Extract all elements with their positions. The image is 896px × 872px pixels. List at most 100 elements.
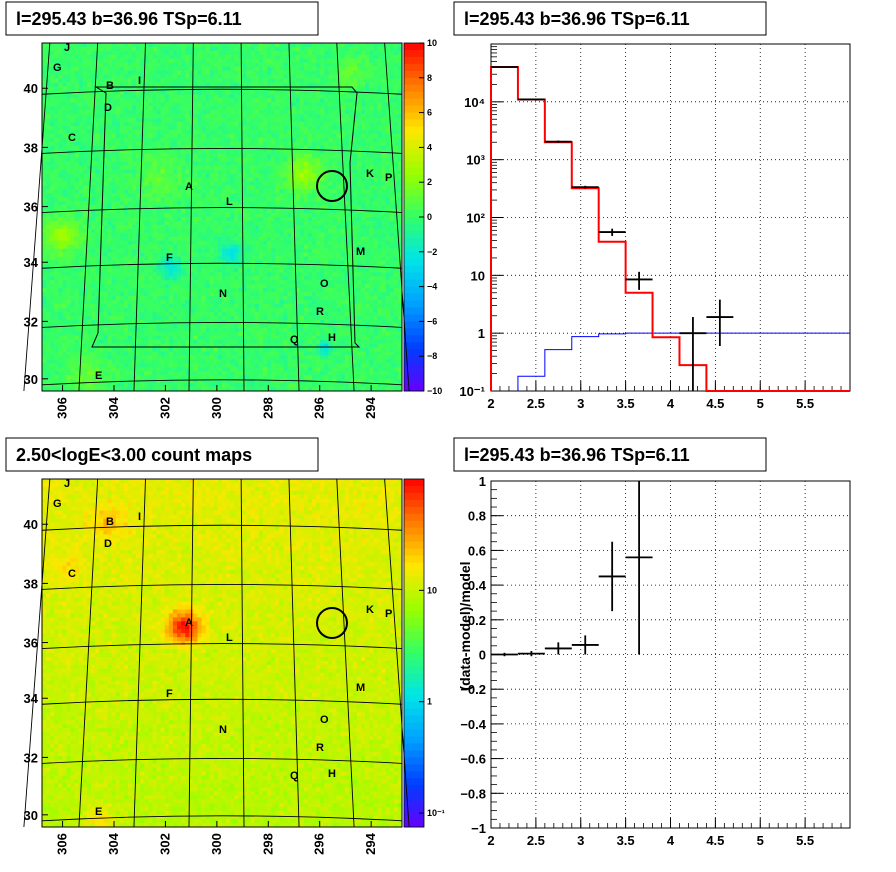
bl-lat-line bbox=[41, 815, 403, 822]
bl-source-label: K bbox=[366, 604, 374, 616]
bl-colorbar-step bbox=[404, 611, 424, 619]
tr-data-point bbox=[598, 228, 626, 236]
tr-x-tick-label: 2.5 bbox=[527, 396, 545, 411]
tl-colorbar-step bbox=[404, 356, 424, 364]
bl-source-label: Q bbox=[290, 770, 299, 782]
tl-colorbar-step bbox=[404, 251, 424, 260]
bl-source-label: E bbox=[95, 806, 102, 818]
tl-pixels bbox=[42, 43, 403, 392]
bl-source-label: P bbox=[385, 608, 392, 620]
tl-source-label: I bbox=[138, 75, 141, 87]
tl-colorbar-step bbox=[404, 210, 424, 218]
bl-colorbar-frame bbox=[403, 478, 425, 828]
tl-source-label: Q bbox=[290, 334, 299, 346]
tl-lat-line bbox=[41, 379, 403, 386]
tl-colorbar-step bbox=[404, 63, 424, 72]
bl-pixels bbox=[42, 479, 403, 828]
br-frame bbox=[490, 480, 851, 829]
bl-colorbar: 10 1 10⁻¹ bbox=[403, 478, 445, 828]
tl-target-circle bbox=[316, 170, 348, 202]
tl-overlay: JG B I D C A L K P F M N O R Q H E 306 304 302 300 298 296 294 4… bbox=[23, 42, 410, 419]
bl-x-tick-label: 302 bbox=[157, 833, 172, 855]
tl-colorbar-step bbox=[404, 300, 424, 308]
br-data-point bbox=[544, 642, 572, 655]
tl-colorbar-step bbox=[404, 272, 424, 281]
tl-colorbar-step bbox=[404, 279, 424, 287]
tl-colorbar-step bbox=[404, 112, 424, 120]
bl-colorbar-step bbox=[404, 701, 424, 710]
tl-colorbar-step bbox=[404, 293, 424, 301]
tl-colorbar-step bbox=[404, 307, 424, 315]
bl-x-tick-label: 300 bbox=[209, 833, 224, 855]
tl-colorbar-tick-label: −10 bbox=[427, 386, 442, 396]
tl-colorbar-tick-label: 10 bbox=[427, 38, 437, 48]
panel-bl-title: 2.50<logE<3.00 count maps bbox=[16, 445, 252, 465]
tr-x-tick-label: 4 bbox=[667, 396, 675, 411]
bl-source-label: F bbox=[166, 688, 173, 700]
bl-target-circle bbox=[316, 607, 348, 639]
bl-colorbar-step bbox=[404, 625, 424, 633]
tl-colorbar-step bbox=[404, 377, 424, 385]
bl-colorbar-step bbox=[404, 534, 424, 543]
tl-x-tick-label: 300 bbox=[209, 397, 224, 419]
tl-colorbar-step bbox=[404, 49, 424, 58]
bl-colorbar-step bbox=[404, 708, 424, 717]
bl-colorbar-step bbox=[404, 806, 424, 814]
bl-x-tick-label: 296 bbox=[312, 833, 327, 855]
tl-colorbar-tick-label: 8 bbox=[427, 73, 432, 83]
tr-x-tick-label: 5.5 bbox=[796, 396, 814, 411]
tl-source-label: R bbox=[316, 306, 324, 318]
tr-y-tick-label: 1 bbox=[478, 326, 485, 341]
tl-lat-line bbox=[41, 88, 403, 95]
br-y-tick-label: −0.6 bbox=[460, 752, 486, 767]
tl-lon-line bbox=[384, 42, 410, 392]
tl-colorbar-step bbox=[404, 244, 424, 253]
tl-colorbar-step bbox=[404, 154, 424, 162]
panel-br-title: l=295.43 b=36.96 TSp=6.11 bbox=[464, 445, 690, 465]
tl-colorbar-step bbox=[404, 370, 424, 378]
bl-x-tick-label: 306 bbox=[55, 833, 70, 855]
tl-colorbar-step bbox=[404, 258, 424, 267]
tl-source-label: A bbox=[185, 181, 193, 193]
bl-colorbar-step bbox=[404, 548, 424, 556]
bl-y-tick-label: 34 bbox=[24, 691, 39, 706]
bl-lon-line bbox=[240, 478, 245, 828]
bl-source-label: I bbox=[138, 511, 141, 523]
tr-x-tick-label: 2 bbox=[487, 396, 494, 411]
tl-colorbar-step bbox=[404, 223, 424, 232]
tr-data-point bbox=[571, 185, 599, 189]
br-data-point bbox=[517, 651, 545, 657]
tl-lon-line bbox=[188, 42, 194, 392]
tl-source-label: O bbox=[320, 278, 329, 290]
tl-x-tick-label: 302 bbox=[157, 397, 172, 419]
bl-x-tick-label: 294 bbox=[363, 832, 378, 854]
bl-x-tick-label: 304 bbox=[106, 832, 121, 854]
tl-source-label: L bbox=[226, 196, 233, 208]
bl-colorbar-step bbox=[404, 757, 424, 765]
bl-colorbar-step bbox=[404, 541, 424, 549]
bl-colorbar-step bbox=[404, 646, 424, 654]
bl-colorbar-step bbox=[404, 736, 424, 744]
tl-y-tick-label: 40 bbox=[24, 81, 38, 96]
tl-y-tick-label: 36 bbox=[24, 200, 38, 215]
tl-colorbar-step bbox=[404, 189, 424, 197]
bl-colorbar-step bbox=[404, 618, 424, 626]
tl-colorbar: 10 8 6 4 2 0 −2 −4 −6 −8 −10 bbox=[403, 38, 442, 396]
tr-data-point bbox=[491, 66, 518, 68]
bl-colorbar-step bbox=[404, 499, 424, 508]
tl-colorbar-tick-label: −6 bbox=[427, 316, 437, 326]
panel-tr-title-box bbox=[453, 1, 767, 36]
bl-colorbar-step bbox=[404, 743, 424, 751]
bl-lon-line bbox=[384, 478, 410, 828]
bl-source-label: D bbox=[104, 538, 112, 550]
tr-spectrum-plot: 2 2.5 3 3.5 4 4.5 5 5.5 10⁻¹ 1 10 10² 10³ 10⁴ bbox=[459, 43, 851, 411]
tl-colorbar-step bbox=[404, 105, 424, 113]
tl-colorbar-step bbox=[404, 363, 424, 371]
panel-bl-title-box bbox=[5, 437, 319, 472]
bl-lon-line bbox=[23, 478, 51, 828]
bl-colorbar-step bbox=[404, 520, 424, 529]
tr-y-tick-label: 10² bbox=[466, 211, 485, 226]
bl-y-tick-label: 40 bbox=[24, 517, 38, 532]
panel-tl: l=295.43 b=36.96 TSp=6.11 10 8 6 4 2 0 −2 −4 −6 −… bbox=[5, 1, 442, 419]
bl-colorbar-step bbox=[404, 506, 424, 515]
